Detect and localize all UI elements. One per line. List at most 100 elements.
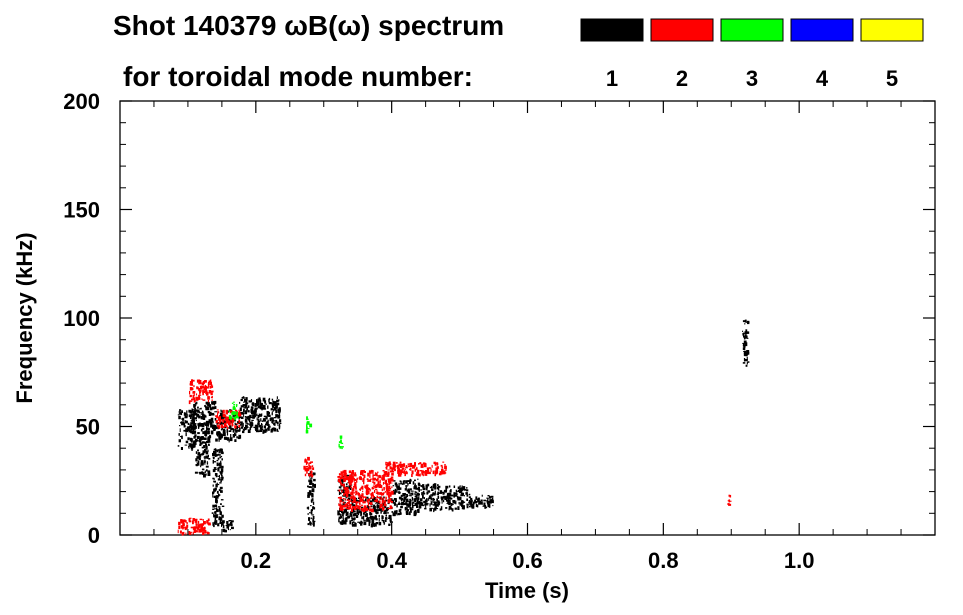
spectral-point [306,465,309,467]
spectral-point [383,503,385,507]
spectral-point [256,413,258,417]
spectral-point [213,450,215,455]
spectral-point [271,427,274,430]
spectral-point [221,478,224,481]
spectral-point [418,500,421,505]
spectral-point [348,480,350,484]
spectral-point [388,517,390,519]
spectral-point [311,483,313,485]
spectral-point [207,449,209,453]
spectral-point [267,405,269,409]
spectral-point [445,507,448,509]
spectral-point [186,413,188,416]
spectral-point [421,472,424,476]
spectral-point [208,410,210,413]
spectral-point [211,430,214,434]
spectral-point [379,476,381,479]
spectral-point [271,398,274,401]
spectral-point [398,501,400,504]
spectral-point [435,463,437,465]
spectral-point [184,416,187,419]
spectral-point [238,422,240,424]
spectral-point [190,526,194,529]
spectral-point [353,510,356,513]
spectral-point [746,356,748,360]
spectral-point [466,494,469,497]
spectral-point [256,401,259,404]
spectral-point [279,419,282,423]
spectral-point [199,386,203,390]
spectral-point [202,380,205,385]
spectral-point [399,461,402,464]
spectral-point [183,526,185,528]
spectral-point [418,494,420,499]
spectral-point [191,425,195,430]
spectral-point [278,412,281,416]
spectral-point [389,498,392,502]
spectral-point [231,526,234,530]
spectral-point [177,445,180,447]
spectral-point [345,490,348,494]
spectral-point [342,495,345,497]
spectral-point [399,510,401,512]
spectral-point [219,456,222,459]
spectral-point [219,494,221,496]
series-3-blob-2 [338,435,344,450]
spectral-point [433,502,437,506]
spectral-point [311,493,314,497]
spectral-point [433,508,435,513]
spectral-point [209,421,213,425]
spectral-point [351,488,355,492]
spectral-point [222,409,225,414]
spectral-point [385,485,389,490]
spectral-point [367,472,370,477]
spectral-point [372,471,374,474]
spectral-point [366,478,369,480]
spectral-point [429,467,431,469]
spectral-point [366,496,369,499]
spectral-point [186,524,189,528]
legend-swatch-4 [790,18,854,42]
spectral-point [373,516,376,519]
spectral-point [378,517,380,522]
spectral-point [212,477,215,480]
spectral-point [190,422,193,425]
spectral-point [425,503,428,505]
spectral-point [405,466,408,469]
spectral-point [207,470,211,474]
spectral-point [413,487,416,490]
spectral-point [746,353,748,356]
spectral-point [215,453,217,457]
spectral-point [239,423,243,426]
spectral-point [236,416,239,419]
spectral-point [201,410,204,413]
legend-swatch-1 [580,18,644,42]
legend-label-1: 1 [606,66,618,91]
spectral-point [273,404,277,407]
spectral-point [306,416,308,421]
spectral-point [205,441,207,446]
spectral-point [377,475,380,477]
spectral-point [222,419,224,423]
spectral-point [462,486,466,491]
spectral-point [221,477,222,479]
spectral-point [376,495,379,498]
spectral-point [417,509,420,512]
spectral-point [409,467,412,471]
spectral-point [227,421,230,426]
spectral-point [419,493,420,496]
spectral-point [212,484,214,487]
spectral-point [364,485,367,489]
spectral-point [217,475,219,477]
spectral-point [418,490,420,492]
spectral-point [205,401,209,405]
spectral-point [196,386,198,389]
series-1-blob-7 [306,471,316,527]
spectral-point [277,424,279,426]
spectral-point [207,439,210,441]
spectral-point [419,462,422,465]
spectral-point [442,492,444,495]
spectral-point [339,435,343,439]
spectral-point [212,469,216,473]
spectral-point [206,440,209,444]
